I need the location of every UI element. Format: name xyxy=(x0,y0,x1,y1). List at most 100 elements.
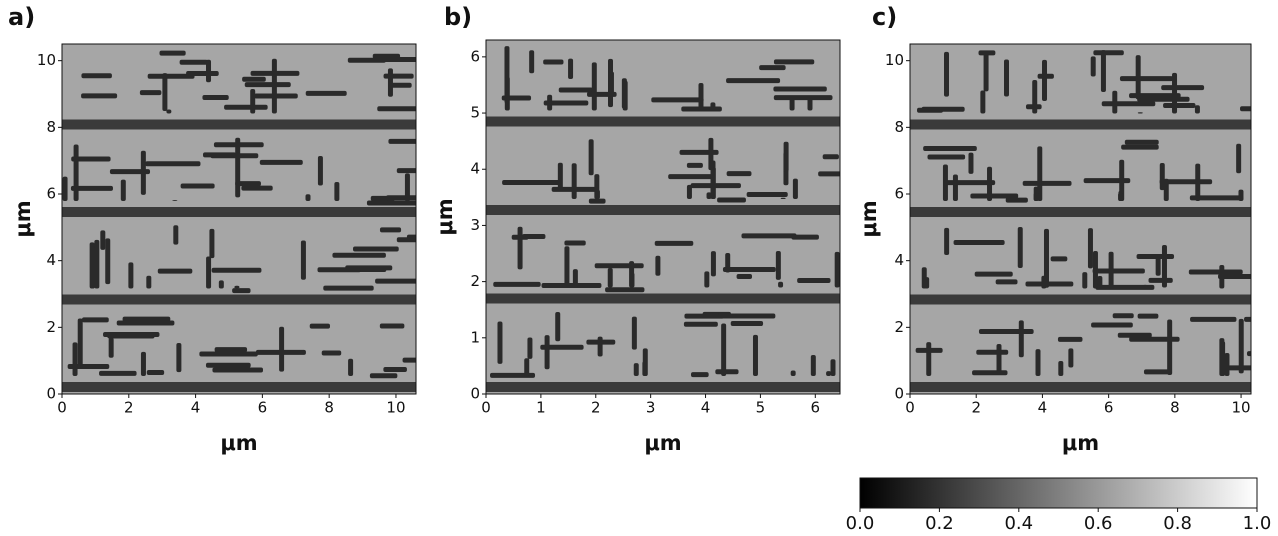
image-feature xyxy=(158,269,193,274)
image-feature xyxy=(383,367,407,372)
image-feature xyxy=(1218,274,1256,279)
image-feature xyxy=(180,60,208,65)
image-feature xyxy=(555,312,560,341)
image-feature xyxy=(199,351,257,356)
image-feature xyxy=(944,52,949,97)
image-feature xyxy=(1239,319,1244,374)
image-feature xyxy=(629,261,634,287)
image-feature xyxy=(322,350,342,355)
image-feature xyxy=(232,288,250,293)
image-feature xyxy=(147,370,164,375)
image-feature xyxy=(348,359,353,376)
x-tick-label: 4 xyxy=(191,399,201,417)
x-tick-label: 5 xyxy=(756,399,766,417)
image-feature xyxy=(691,372,709,377)
image-band xyxy=(62,120,416,130)
image-feature xyxy=(493,282,540,287)
image-feature xyxy=(668,174,714,179)
colorbar-tick-label: 0.2 xyxy=(925,513,954,534)
image-feature xyxy=(209,229,214,258)
image-feature xyxy=(1041,276,1046,289)
panel-label: c) xyxy=(872,3,897,31)
image-feature xyxy=(334,182,339,201)
colorbar-tick-label: 0.4 xyxy=(1004,513,1033,534)
image-feature xyxy=(373,57,425,62)
colorbar-tick-label: 0.0 xyxy=(846,513,875,534)
image-feature xyxy=(522,234,545,239)
x-tick-label: 3 xyxy=(646,399,656,417)
image-feature xyxy=(71,156,110,161)
image-feature xyxy=(594,174,599,199)
image-feature xyxy=(655,241,694,246)
y-tick-label: 2 xyxy=(894,318,904,336)
image-feature xyxy=(380,227,401,232)
image-feature xyxy=(687,185,692,199)
image-feature xyxy=(589,199,606,204)
image-feature xyxy=(1156,256,1161,276)
image-feature xyxy=(830,359,835,376)
y-tick-label: 3 xyxy=(470,216,480,234)
image-feature xyxy=(74,145,79,201)
y-tick-label: 8 xyxy=(894,118,904,136)
image-feature xyxy=(1220,341,1225,376)
image-feature xyxy=(1121,145,1159,150)
x-tick-label: 6 xyxy=(811,399,821,417)
image-feature xyxy=(1026,104,1042,109)
image-feature xyxy=(502,180,561,185)
image-feature xyxy=(1247,351,1278,356)
image-feature xyxy=(109,338,114,358)
image-feature xyxy=(90,247,95,289)
image-feature xyxy=(540,345,583,350)
image-feature xyxy=(1091,322,1133,327)
image-feature xyxy=(212,368,263,373)
image-feature xyxy=(759,65,785,70)
image-feature xyxy=(980,90,985,113)
image-feature xyxy=(684,322,718,327)
image-feature xyxy=(741,233,796,238)
image-feature xyxy=(718,314,775,319)
image-feature xyxy=(1006,198,1028,203)
image-feature xyxy=(622,78,627,108)
image-feature xyxy=(572,163,577,199)
colorbar xyxy=(860,478,1257,508)
image-feature xyxy=(781,198,786,199)
image-feature xyxy=(774,95,833,100)
image-feature xyxy=(790,98,795,110)
image-feature xyxy=(1038,74,1054,79)
image-feature xyxy=(215,347,247,352)
image-feature xyxy=(976,350,1008,355)
image-feature xyxy=(377,106,433,111)
image-feature xyxy=(944,228,949,255)
image-feature xyxy=(564,246,569,287)
image-panel xyxy=(486,40,861,394)
image-feature xyxy=(632,317,637,350)
y-tick-label: 6 xyxy=(46,185,56,203)
image-feature xyxy=(926,342,931,376)
image-feature xyxy=(110,169,150,174)
image-feature xyxy=(166,110,171,114)
image-feature xyxy=(711,251,716,276)
image-feature xyxy=(1240,106,1278,111)
image-feature xyxy=(250,89,255,114)
image-feature xyxy=(306,194,311,201)
colorbar-tick-label: 0.6 xyxy=(1084,513,1113,534)
image-feature xyxy=(1118,193,1123,201)
image-feature xyxy=(332,253,385,258)
image-feature xyxy=(1058,337,1083,342)
image-band xyxy=(910,295,1251,305)
image-band xyxy=(486,205,840,215)
x-tick-label: 2 xyxy=(591,399,601,417)
image-feature xyxy=(1091,56,1096,76)
image-feature xyxy=(1019,320,1024,357)
image-feature xyxy=(310,324,330,329)
x-tick-label: 0 xyxy=(481,399,491,417)
image-feature xyxy=(922,107,965,112)
y-axis-label: μm xyxy=(11,200,35,237)
image-feature xyxy=(524,358,529,376)
image-feature xyxy=(725,253,730,272)
image-feature xyxy=(987,167,992,201)
image-feature xyxy=(241,186,272,191)
image-feature xyxy=(1109,252,1114,289)
x-tick-label: 4 xyxy=(701,399,711,417)
image-feature xyxy=(1068,348,1073,367)
